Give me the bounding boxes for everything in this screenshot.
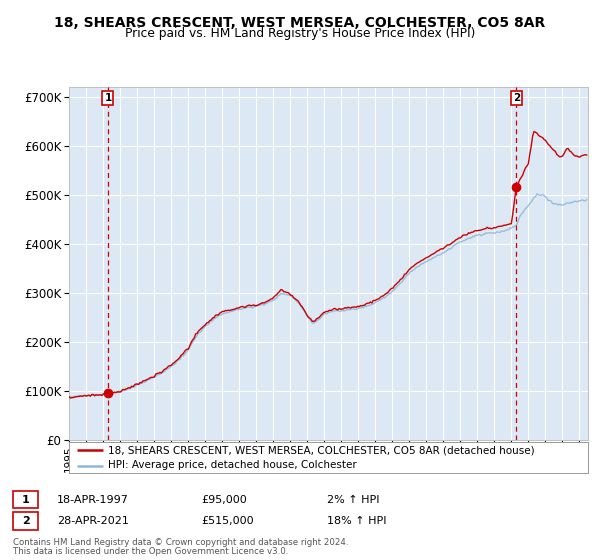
Text: £95,000: £95,000 [201, 494, 247, 505]
Text: 28-APR-2021: 28-APR-2021 [57, 516, 129, 526]
Text: This data is licensed under the Open Government Licence v3.0.: This data is licensed under the Open Gov… [13, 547, 289, 556]
Text: 2% ↑ HPI: 2% ↑ HPI [327, 494, 380, 505]
Text: Contains HM Land Registry data © Crown copyright and database right 2024.: Contains HM Land Registry data © Crown c… [13, 538, 349, 547]
Text: £515,000: £515,000 [201, 516, 254, 526]
Text: 1: 1 [104, 93, 112, 103]
Text: 18, SHEARS CRESCENT, WEST MERSEA, COLCHESTER, CO5 8AR (detached house): 18, SHEARS CRESCENT, WEST MERSEA, COLCHE… [108, 445, 535, 455]
Text: 18, SHEARS CRESCENT, WEST MERSEA, COLCHESTER, CO5 8AR: 18, SHEARS CRESCENT, WEST MERSEA, COLCHE… [55, 16, 545, 30]
Text: 1: 1 [22, 494, 29, 505]
Text: HPI: Average price, detached house, Colchester: HPI: Average price, detached house, Colc… [108, 460, 356, 470]
Text: 18% ↑ HPI: 18% ↑ HPI [327, 516, 386, 526]
Text: 2: 2 [513, 93, 520, 103]
Text: Price paid vs. HM Land Registry's House Price Index (HPI): Price paid vs. HM Land Registry's House … [125, 27, 475, 40]
Text: 2: 2 [22, 516, 29, 526]
Text: 18-APR-1997: 18-APR-1997 [57, 494, 129, 505]
